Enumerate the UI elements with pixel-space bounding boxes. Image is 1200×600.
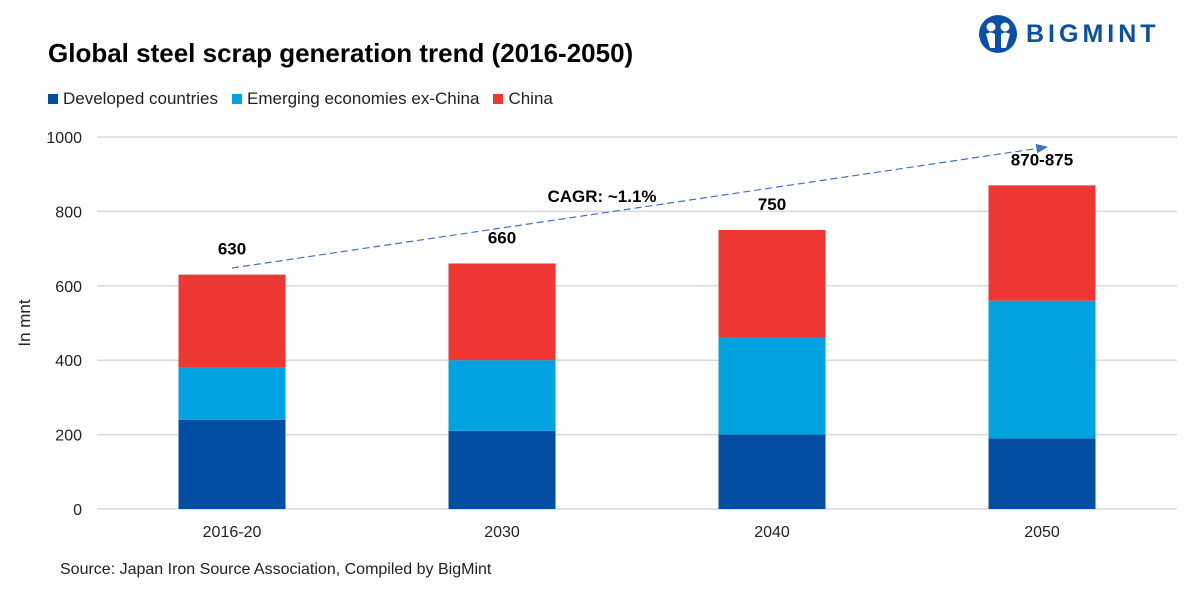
y-tick-label: 0 — [73, 502, 82, 519]
total-label: 660 — [488, 228, 516, 247]
y-tick-label: 600 — [55, 279, 82, 296]
bar-segment — [718, 337, 826, 435]
logo-text: BIGMINT — [1026, 19, 1160, 48]
bar-segment — [718, 434, 826, 509]
total-label: 630 — [218, 240, 246, 259]
bar-segment — [988, 185, 1096, 301]
legend-label: Developed countries — [63, 89, 218, 108]
cagr-arrow — [231, 143, 1049, 269]
bigmint-logo-icon — [979, 15, 1017, 53]
bar-segment — [178, 274, 286, 368]
bar-segment — [178, 419, 286, 509]
bigmint-logo: BIGMINT — [978, 14, 1160, 54]
legend-label: Emerging economies ex-China — [246, 89, 480, 108]
x-tick-label: 2050 — [1024, 524, 1060, 541]
bar-segment — [718, 230, 826, 338]
x-tick-label: 2040 — [754, 524, 790, 541]
legend-item-china: China — [493, 89, 553, 109]
bar-segment — [448, 360, 556, 431]
bar-segment — [448, 263, 556, 361]
legend: Developed countries Emerging economies e… — [48, 89, 553, 109]
x-tick-label: 2030 — [484, 524, 520, 541]
y-tick-label: 400 — [55, 353, 82, 370]
bar-segment — [178, 367, 286, 420]
y-tick-label: 200 — [55, 428, 82, 445]
bar-segment — [448, 430, 556, 509]
total-label: 750 — [758, 195, 786, 214]
y-tick-label: 1000 — [46, 130, 82, 147]
legend-label: China — [508, 89, 553, 108]
chart-title: Global steel scrap generation trend (201… — [48, 38, 634, 68]
bar-segment — [988, 300, 1096, 439]
total-label: 870-875 — [1011, 150, 1073, 169]
legend-item-developed: Developed countries — [48, 89, 218, 109]
bar-segment — [988, 438, 1096, 509]
y-axis-label: In mnt — [15, 299, 34, 347]
legend-item-emerging: Emerging economies ex-China — [231, 89, 480, 109]
cagr-label: CAGR: ~1.1% — [547, 187, 656, 206]
source-note: Source: Japan Iron Source Association, C… — [60, 561, 492, 578]
y-tick-label: 800 — [55, 204, 82, 221]
x-tick-label: 2016-20 — [203, 524, 262, 541]
